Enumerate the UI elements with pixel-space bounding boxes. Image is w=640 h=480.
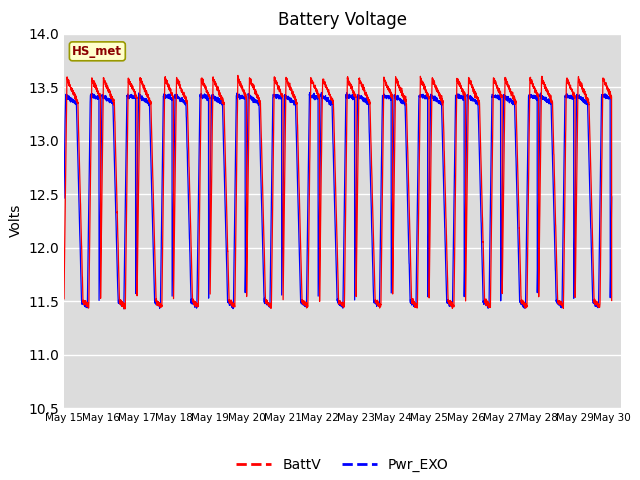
Title: Battery Voltage: Battery Voltage: [278, 11, 407, 29]
Legend: BattV, Pwr_EXO: BattV, Pwr_EXO: [231, 452, 454, 478]
Y-axis label: Volts: Volts: [9, 204, 22, 238]
Text: HS_met: HS_met: [72, 45, 122, 58]
